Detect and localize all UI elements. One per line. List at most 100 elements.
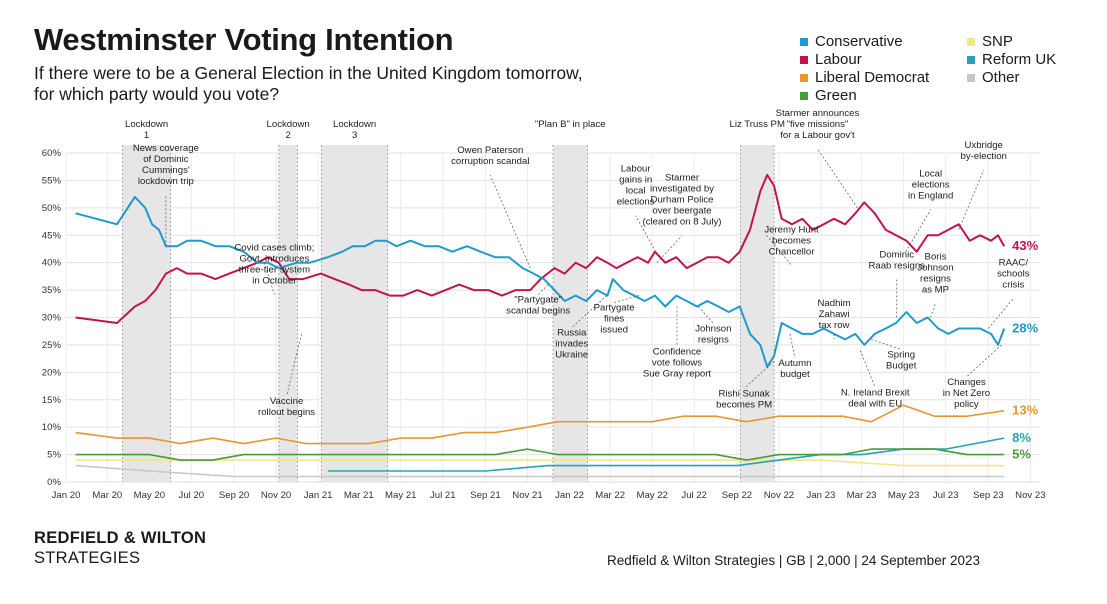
x-tick-label: Jan 23 — [807, 490, 836, 501]
annotation-text: Rishi Sunak — [719, 388, 770, 399]
x-tick-label: Jan 22 — [555, 490, 584, 501]
annotation-text: invades — [555, 339, 588, 350]
annotation-text: fines — [604, 314, 624, 325]
annotation-leader — [817, 148, 858, 209]
annotation-text: crisis — [1002, 279, 1024, 290]
annotation-text: becomes PM — [716, 399, 772, 410]
annotation-text: scandal begins — [506, 306, 570, 317]
annotation-text: Raab resigns — [868, 261, 925, 272]
annotation-text: local — [626, 186, 646, 197]
brand-subname: STRATEGIES — [34, 549, 141, 567]
annotation-text: for a Labour gov't — [780, 130, 855, 141]
series-line-conservative — [75, 195, 1006, 368]
legend-label-conservative: Conservative — [815, 33, 903, 50]
shaded-period — [122, 145, 171, 482]
y-tick-label: 30% — [42, 313, 62, 324]
legend-item-green: Green — [800, 87, 857, 104]
x-tick-label: Jan 20 — [52, 490, 81, 501]
shaded-period-label: Lockdown — [333, 119, 376, 130]
annotation-text: Ukraine — [555, 350, 588, 361]
x-tick-label: May 21 — [385, 490, 416, 501]
end-label-liberal-democrat: 13% — [1012, 403, 1038, 418]
shaded-period — [553, 145, 588, 482]
legend-label-green: Green — [815, 87, 857, 104]
annotation-text: lockdown trip — [138, 176, 194, 187]
annotation-leader — [988, 298, 1014, 329]
annotation: Covid cases climb;Govt. introducesthree-… — [234, 243, 314, 295]
y-tick-label: 10% — [42, 422, 62, 433]
legend-label-reform: Reform UK — [982, 51, 1057, 68]
annotation-text: three-tier system — [239, 265, 310, 276]
x-tick-label: Sep 22 — [722, 490, 752, 501]
annotation-text: Boris — [925, 252, 947, 263]
page-subtitle: If there were to be a General Election i… — [34, 63, 734, 105]
legend-swatch-reform — [967, 55, 975, 64]
annotation-text: of Dominic — [143, 154, 189, 165]
annotation-text: Spring — [887, 349, 915, 360]
x-tick-label: Sep 21 — [470, 490, 500, 501]
annotation-text: investigated by — [650, 184, 714, 195]
annotation-text: Johnson — [695, 324, 731, 335]
annotation: Starmer announces"five missions"for a La… — [776, 108, 860, 209]
legend-swatch-snp — [967, 37, 975, 46]
annotation-text: "five missions" — [787, 119, 849, 130]
legend-item-snp: SNP — [967, 33, 1013, 50]
annotation-leader — [859, 350, 876, 388]
x-tick-label: Mar 23 — [847, 490, 877, 501]
annotation-leader — [766, 235, 792, 266]
annotation-text: Nadhim — [818, 298, 851, 309]
annotation-text: Sue Gray report — [643, 369, 712, 380]
annotation-text: deal with EU — [848, 398, 902, 409]
annotation-text: Chancellor — [769, 246, 816, 257]
legend-label-labour: Labour — [815, 51, 862, 68]
annotation-text: corruption scandal — [451, 156, 529, 167]
annotation-text: in Net Zero — [943, 388, 990, 399]
shaded-period-label: Lockdown — [125, 119, 168, 130]
x-tick-label: Mar 20 — [92, 490, 122, 501]
chart-x-ticks: Jan 20 Mar 20 May 20 Jul 20 Sep 20 Nov 20 Jan … — [52, 490, 1046, 501]
annotation-text: elections — [912, 180, 950, 191]
annotation-text: "Partygate" — [514, 295, 562, 306]
shaded-period-label: Lockdown — [267, 119, 310, 130]
annotation: "Partygate"scandal begins — [506, 284, 570, 317]
y-tick-label: 60% — [42, 148, 62, 159]
annotation-text: Labour — [621, 164, 652, 175]
x-tick-label: Sep 20 — [219, 490, 249, 501]
legend-swatch-conservative — [800, 37, 808, 46]
y-tick-label: 45% — [42, 230, 62, 241]
y-tick-label: 55% — [42, 175, 62, 186]
shaded-period-label: "Plan B" in place — [535, 119, 606, 130]
x-tick-label: May 22 — [636, 490, 667, 501]
legend-item-reform: Reform UK — [967, 51, 1056, 68]
end-label-green: 5% — [1012, 447, 1031, 462]
x-tick-label: Mar 22 — [595, 490, 625, 501]
annotation-text: Jeremy Hunt — [764, 224, 819, 235]
annotation-text: Budget — [886, 360, 917, 371]
annotation-text: budget — [780, 369, 810, 380]
legend-item-conservative: Conservative — [800, 33, 903, 50]
y-tick-label: 40% — [42, 258, 62, 269]
annotation-text: Starmer announces — [776, 108, 860, 119]
annotation-leader — [905, 209, 931, 252]
x-tick-label: May 23 — [888, 490, 919, 501]
annotation-text: Owen Paterson — [457, 145, 523, 156]
annotation-text: gains in — [619, 175, 652, 186]
annotation-text: Covid cases climb; — [234, 243, 314, 254]
chart-end-labels: 8% 5% 13% 43% 28% — [1012, 238, 1038, 461]
annotation-text: by-election — [961, 151, 1007, 162]
annotation-text: Govt. introduces — [239, 254, 309, 265]
annotation-leader — [286, 333, 302, 397]
annotation-text: Changes — [947, 377, 986, 388]
series-line-labour — [75, 173, 1006, 324]
